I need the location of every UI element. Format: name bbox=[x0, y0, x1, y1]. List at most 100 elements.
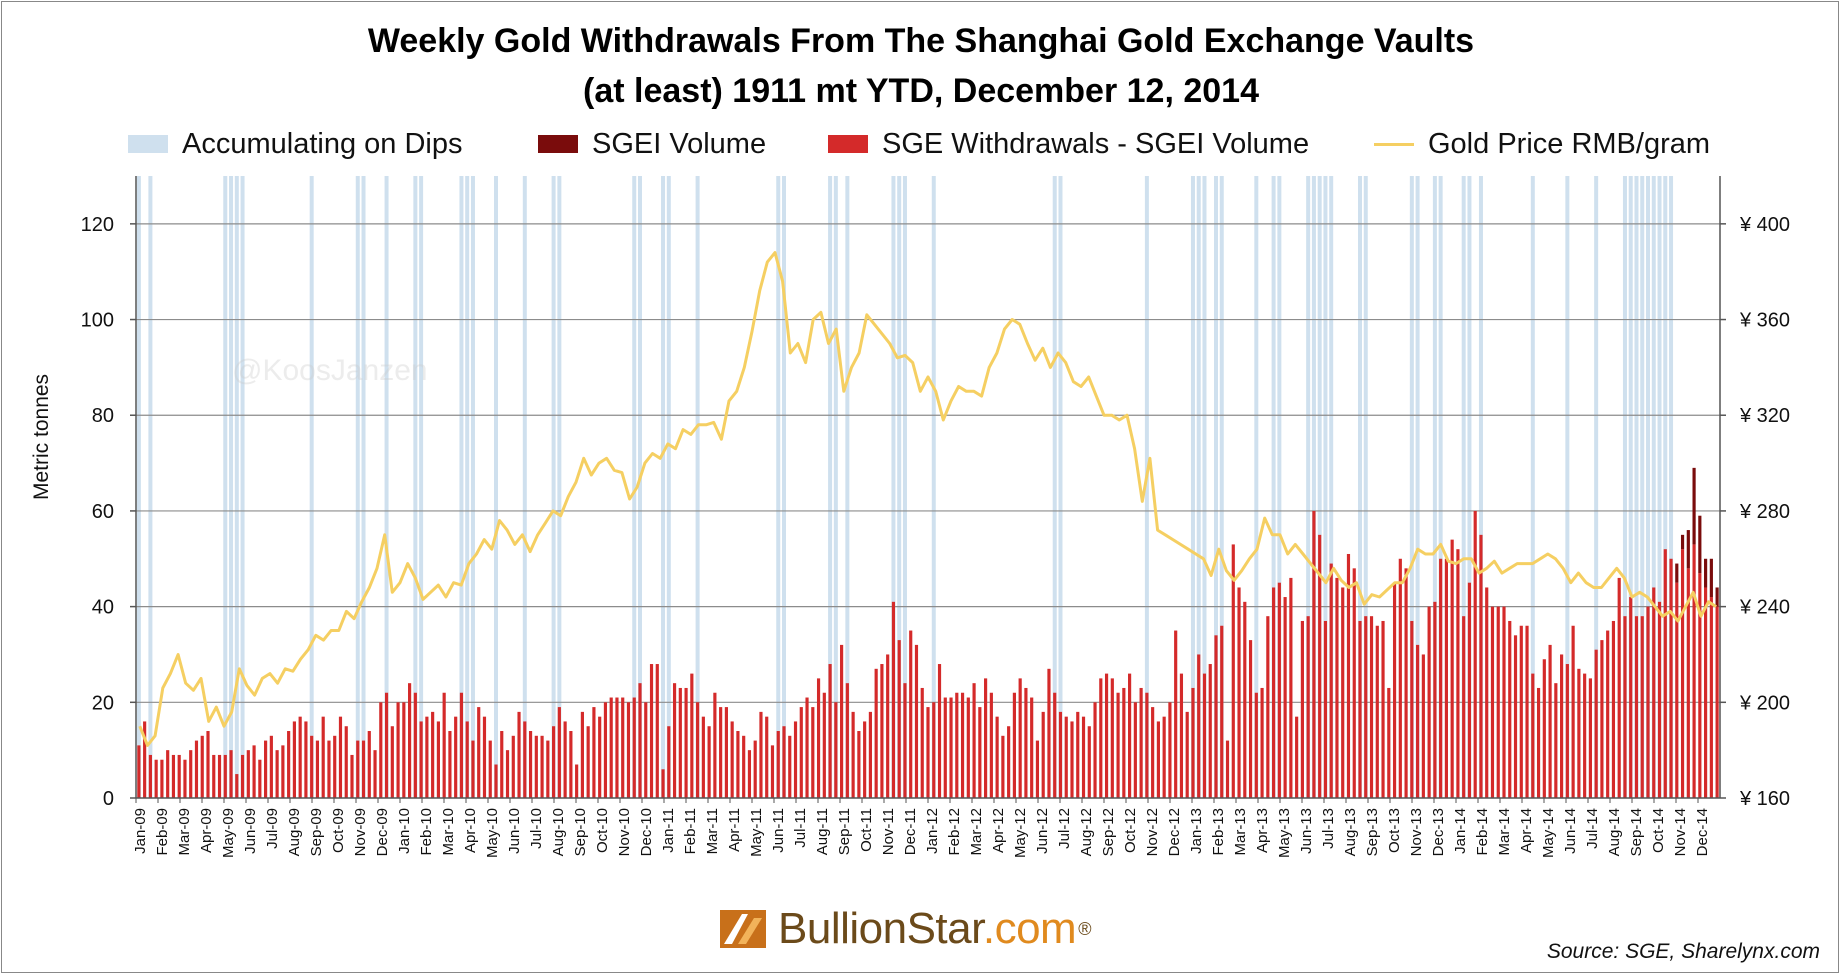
bar-31 bbox=[315, 740, 320, 798]
bar-235 bbox=[1490, 606, 1495, 798]
x-tick-label-24: Jan-11 bbox=[660, 808, 677, 853]
bar-167 bbox=[1099, 678, 1103, 798]
bar-209 bbox=[1341, 587, 1345, 798]
bar-156 bbox=[1035, 740, 1040, 798]
bar-34 bbox=[333, 735, 337, 798]
bar-138 bbox=[932, 702, 936, 798]
y2-tick-label-4: ¥ 320 bbox=[1739, 405, 1790, 427]
bar-215 bbox=[1375, 625, 1379, 798]
bar-67 bbox=[523, 721, 527, 798]
x-tick-label-42: Jul-12 bbox=[1056, 808, 1073, 849]
accumulating-band-53 bbox=[1432, 176, 1437, 798]
y2-tick-label-1: ¥ 200 bbox=[1739, 692, 1790, 714]
bar-7 bbox=[177, 754, 181, 798]
bar-20 bbox=[252, 745, 256, 798]
bar-151 bbox=[1007, 726, 1011, 798]
x-tick-label-37: Feb-12 bbox=[946, 808, 963, 856]
bar-72 bbox=[552, 726, 556, 798]
bar-219 bbox=[1398, 558, 1402, 798]
bar-193 bbox=[1248, 640, 1253, 798]
bar-29 bbox=[304, 721, 308, 798]
bar-97 bbox=[696, 702, 700, 798]
bar-81 bbox=[603, 702, 608, 798]
bar-243 bbox=[1536, 687, 1541, 798]
bar-3 bbox=[154, 759, 158, 798]
y2-tick-label-5: ¥ 360 bbox=[1739, 310, 1790, 332]
bar-92 bbox=[667, 726, 671, 798]
x-tick-label-31: Aug-11 bbox=[814, 808, 831, 855]
x-tick-label-16: May-10 bbox=[484, 808, 501, 858]
bar-255 bbox=[1606, 630, 1610, 798]
x-tick-label-46: Nov-12 bbox=[1144, 808, 1161, 856]
x-tick-label-50: Mar-13 bbox=[1232, 808, 1249, 856]
accumulating-band-25 bbox=[782, 176, 786, 798]
bar-185 bbox=[1202, 673, 1207, 798]
y2-tick-label-3: ¥ 280 bbox=[1739, 501, 1790, 523]
accumulating-band-24 bbox=[776, 176, 781, 798]
bar-159 bbox=[1053, 692, 1057, 798]
y2-tick-label-2: ¥ 240 bbox=[1739, 597, 1790, 619]
bar-37 bbox=[350, 754, 354, 798]
bar-125 bbox=[857, 731, 861, 798]
x-tick-label-41: Jun-12 bbox=[1034, 808, 1051, 854]
accumulating-band-32 bbox=[931, 176, 936, 798]
bar-129 bbox=[880, 664, 884, 798]
bar-111 bbox=[776, 731, 780, 798]
x-tick-label-33: Oct-11 bbox=[858, 808, 875, 852]
x-tick-label-15: Apr-10 bbox=[462, 808, 479, 853]
bar-122 bbox=[840, 644, 844, 798]
bar-154 bbox=[1024, 687, 1028, 798]
y-tick-label-5: 100 bbox=[81, 310, 114, 332]
accumulating-band-3 bbox=[229, 176, 234, 798]
bar-74 bbox=[563, 721, 567, 798]
bar-208 bbox=[1335, 577, 1339, 798]
watermark: @KoosJanzen bbox=[232, 354, 428, 387]
bar-222 bbox=[1416, 644, 1420, 798]
accumulating-band-45 bbox=[1311, 176, 1316, 798]
bar-181 bbox=[1179, 673, 1184, 798]
bar-179 bbox=[1168, 702, 1172, 798]
bar-19 bbox=[246, 750, 250, 798]
accumulating-band-57 bbox=[1478, 176, 1483, 798]
accumulating-band-46 bbox=[1317, 176, 1322, 798]
bar-225 bbox=[1433, 601, 1437, 798]
bar-51 bbox=[431, 711, 435, 798]
bar-71 bbox=[546, 740, 550, 798]
bar-196 bbox=[1266, 616, 1270, 798]
bar-12 bbox=[206, 731, 210, 798]
legend-item-gold-price: Gold Price RMB/gram bbox=[1374, 124, 1710, 164]
x-tick-label-38: Mar-12 bbox=[968, 808, 985, 856]
bar-117 bbox=[811, 707, 815, 798]
accumulating-band-60 bbox=[1594, 176, 1599, 798]
bar-70 bbox=[540, 735, 544, 798]
accumulating-band-18 bbox=[557, 176, 562, 798]
accumulating-band-20 bbox=[638, 176, 642, 798]
bar-241 bbox=[1525, 625, 1529, 798]
bar-236 bbox=[1496, 606, 1500, 798]
bar-133 bbox=[903, 683, 907, 798]
bar-162 bbox=[1070, 721, 1074, 798]
bar-188 bbox=[1220, 625, 1224, 798]
legend-item-sge-withdrawals: SGE Withdrawals - SGEI Volume bbox=[828, 124, 1309, 164]
accumulating-band-48 bbox=[1329, 176, 1334, 798]
bar-246 bbox=[1554, 683, 1558, 798]
bar-4 bbox=[160, 759, 164, 798]
bar-249 bbox=[1571, 625, 1575, 798]
x-tick-label-53: Jun-13 bbox=[1298, 808, 1315, 854]
bar-197 bbox=[1272, 587, 1276, 798]
bar-17 bbox=[235, 774, 239, 798]
bar-186 bbox=[1208, 664, 1212, 798]
bar-136 bbox=[920, 687, 924, 798]
bar-23 bbox=[269, 735, 273, 798]
x-tick-label-14: Mar-10 bbox=[440, 808, 457, 856]
x-tick-label-70: Nov-14 bbox=[1672, 808, 1689, 856]
bar-265 bbox=[1663, 549, 1667, 798]
bar-260 bbox=[1634, 616, 1639, 798]
accumulating-bands bbox=[136, 176, 1674, 798]
x-tick-label-8: Sep-09 bbox=[308, 808, 325, 856]
accumulating-band-55 bbox=[1461, 176, 1466, 798]
bar-164 bbox=[1081, 716, 1086, 798]
bar-30 bbox=[310, 735, 314, 798]
bar-207 bbox=[1329, 563, 1333, 798]
bar-204 bbox=[1312, 510, 1316, 798]
